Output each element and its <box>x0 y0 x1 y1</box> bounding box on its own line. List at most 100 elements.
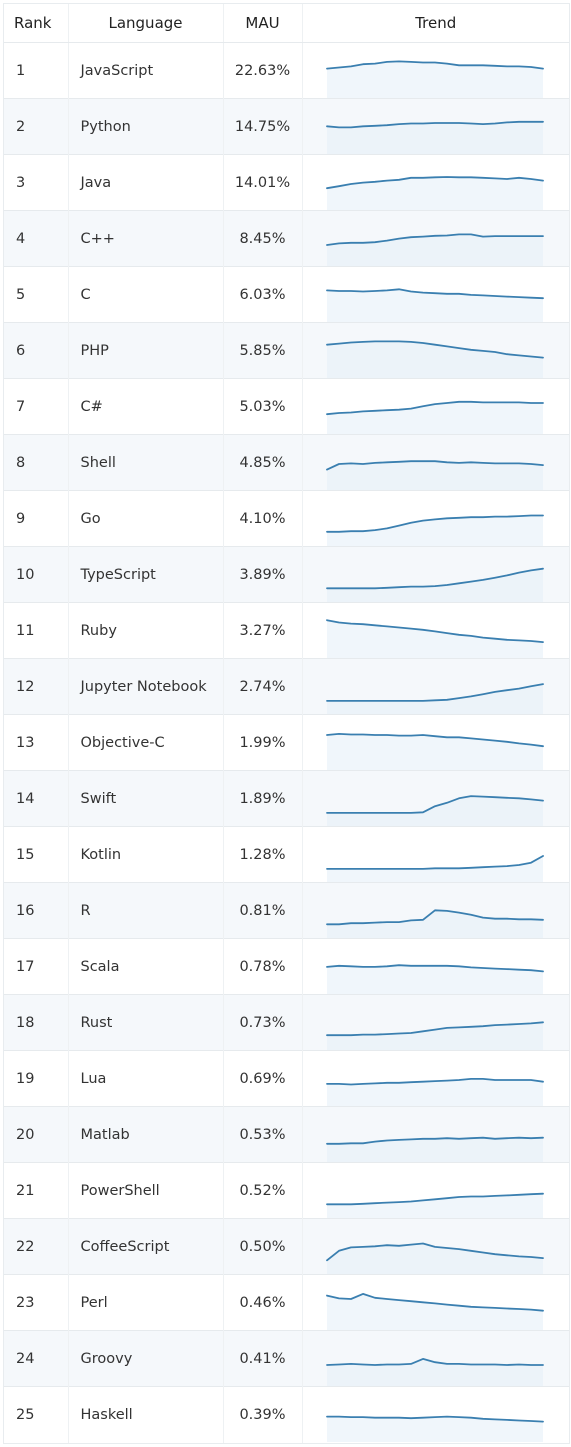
table-row[interactable]: 3 Java 14.01% <box>4 154 569 211</box>
trend-line <box>325 732 544 747</box>
rank-cell: 10 <box>4 546 69 603</box>
ranking-table: Rank Language MAU Trend 1 JavaScript 22.63… <box>4 4 569 1443</box>
column-header-trend[interactable]: Trend <box>302 4 569 43</box>
table-row[interactable]: 11 Ruby 3.27% <box>4 602 569 659</box>
table-row[interactable]: 14 Swift 1.89% <box>4 770 569 827</box>
language-cell: Rust <box>68 994 224 1051</box>
table-row[interactable]: 2 Python 14.75% <box>4 98 569 155</box>
trend-sparkline <box>325 963 544 994</box>
language-cell: C++ <box>68 210 224 267</box>
rank-cell: 19 <box>4 1050 69 1107</box>
language-cell: Go <box>68 490 224 547</box>
trend-cell <box>302 210 569 267</box>
mau-cell: 14.01% <box>223 154 303 211</box>
table-row[interactable]: 12 Jupyter Notebook 2.74% <box>4 658 569 715</box>
language-cell: Scala <box>68 938 224 995</box>
trend-line <box>325 400 544 415</box>
language-cell: Perl <box>68 1274 224 1331</box>
trend-area <box>326 340 543 378</box>
rank-cell: 2 <box>4 98 69 155</box>
trend-area <box>326 1021 543 1050</box>
rank-cell: 11 <box>4 602 69 659</box>
table-row[interactable]: 13 Objective-C 1.99% <box>4 714 569 771</box>
trend-area <box>326 176 543 210</box>
trend-area <box>326 460 543 490</box>
table-row[interactable]: 22 CoffeeScript 0.50% <box>4 1218 569 1275</box>
trend-line <box>325 1136 544 1145</box>
table-row[interactable]: 8 Shell 4.85% <box>4 434 569 491</box>
mau-cell: 0.69% <box>223 1050 303 1107</box>
trend-line <box>325 1077 544 1085</box>
table-row[interactable]: 25 Haskell 0.39% <box>4 1386 569 1443</box>
trend-sparkline <box>325 1415 544 1442</box>
trend-cell <box>302 546 569 603</box>
trend-sparkline <box>325 1192 544 1218</box>
table-row[interactable]: 10 TypeScript 3.89% <box>4 546 569 603</box>
trend-sparkline <box>325 854 544 882</box>
language-cell: C <box>68 266 224 323</box>
rank-cell: 5 <box>4 266 69 323</box>
trend-line <box>325 175 544 189</box>
language-ranking-table: Rank Language MAU Trend 1 JavaScript 22.63… <box>3 3 570 1444</box>
trend-sparkline <box>325 287 544 322</box>
rank-cell: 15 <box>4 826 69 883</box>
trend-sparkline <box>325 1136 544 1162</box>
rank-cell: 22 <box>4 1218 69 1275</box>
table-row[interactable]: 23 Perl 0.46% <box>4 1274 569 1331</box>
trend-area <box>326 233 543 266</box>
trend-sparkline <box>325 175 544 210</box>
table-row[interactable]: 4 C++ 8.45% <box>4 210 569 267</box>
language-cell: Objective-C <box>68 714 224 771</box>
trend-cell <box>302 1386 569 1443</box>
trend-line <box>325 1192 544 1205</box>
trend-sparkline <box>325 794 544 826</box>
table-row[interactable]: 6 PHP 5.85% <box>4 322 569 379</box>
language-cell: Lua <box>68 1050 224 1107</box>
column-header-rank[interactable]: Rank <box>4 4 69 43</box>
trend-cell <box>302 826 569 883</box>
rank-cell: 14 <box>4 770 69 827</box>
mau-cell: 1.28% <box>223 826 303 883</box>
table-header: Rank Language MAU Trend <box>4 4 569 43</box>
table-row[interactable]: 1 JavaScript 22.63% <box>4 42 569 99</box>
mau-cell: 8.45% <box>223 210 303 267</box>
mau-cell: 2.74% <box>223 658 303 715</box>
table-body: 1 JavaScript 22.63% 2 Python 14.75% 3 Java 14.01… <box>4 42 569 1443</box>
table-row[interactable]: 16 R 0.81% <box>4 882 569 939</box>
trend-line <box>325 1292 544 1312</box>
rank-cell: 17 <box>4 938 69 995</box>
trend-sparkline <box>325 59 544 98</box>
trend-cell <box>302 154 569 211</box>
trend-area <box>326 1137 543 1162</box>
language-cell: Java <box>68 154 224 211</box>
trend-area <box>326 683 543 714</box>
trend-area <box>326 121 543 154</box>
table-row[interactable]: 17 Scala 0.78% <box>4 938 569 995</box>
trend-sparkline <box>325 1357 544 1386</box>
column-header-language[interactable]: Language <box>68 4 224 43</box>
trend-sparkline <box>325 1077 544 1106</box>
trend-line <box>325 567 544 589</box>
table-row[interactable]: 21 PowerShell 0.52% <box>4 1162 569 1219</box>
trend-area <box>326 733 543 770</box>
rank-cell: 7 <box>4 378 69 435</box>
column-header-mau[interactable]: MAU <box>223 4 303 43</box>
language-cell: Ruby <box>68 602 224 659</box>
language-cell: R <box>68 882 224 939</box>
table-row[interactable]: 19 Lua 0.69% <box>4 1050 569 1107</box>
table-row[interactable]: 20 Matlab 0.53% <box>4 1106 569 1163</box>
table-row[interactable]: 9 Go 4.10% <box>4 490 569 547</box>
trend-sparkline <box>325 1020 544 1050</box>
table-row[interactable]: 15 Kotlin 1.28% <box>4 826 569 883</box>
table-row[interactable]: 5 C 6.03% <box>4 266 569 323</box>
trend-area <box>326 568 543 602</box>
table-row[interactable]: 24 Groovy 0.41% <box>4 1330 569 1387</box>
mau-cell: 22.63% <box>223 42 303 99</box>
language-cell: Kotlin <box>68 826 224 883</box>
table-row[interactable]: 7 C# 5.03% <box>4 378 569 435</box>
rank-cell: 3 <box>4 154 69 211</box>
mau-cell: 0.50% <box>223 1218 303 1275</box>
trend-cell <box>302 1106 569 1163</box>
table-row[interactable]: 18 Rust 0.73% <box>4 994 569 1051</box>
trend-line <box>325 514 544 533</box>
